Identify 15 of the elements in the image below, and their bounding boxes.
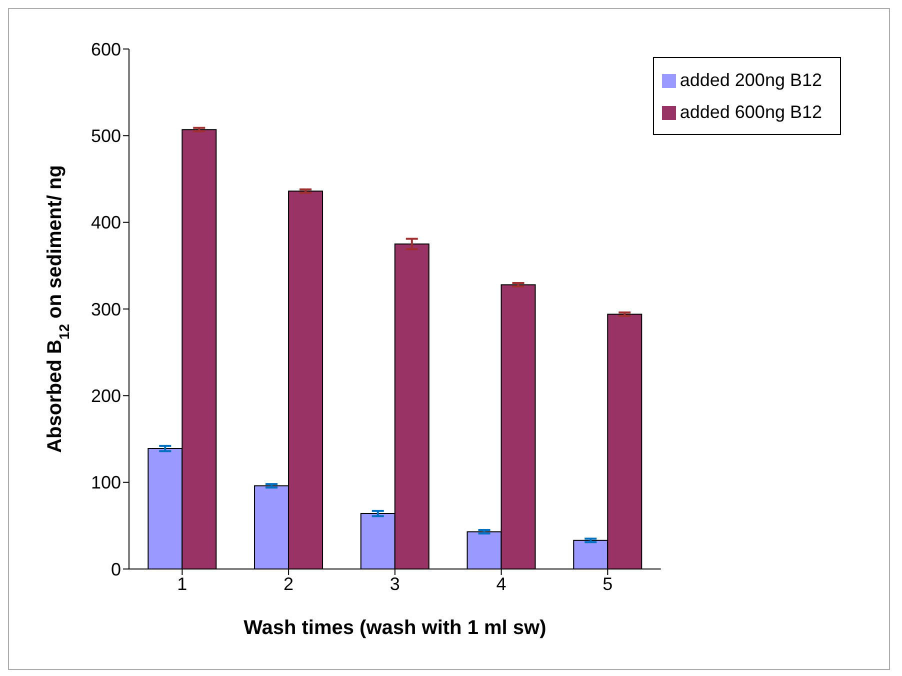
legend-label: added 200ng B12 <box>680 70 822 90</box>
y-tick-label: 0 <box>110 559 121 580</box>
y-tick-label: 200 <box>90 386 121 406</box>
y-tick-label: 500 <box>90 126 121 146</box>
x-tick-label: 2 <box>284 574 294 594</box>
y-tick-label: 400 <box>90 212 121 233</box>
x-tick-label: 3 <box>390 574 400 594</box>
y-tick-label: 600 <box>90 39 121 60</box>
x-axis-title: Wash times (wash with 1 ml sw) <box>244 617 546 639</box>
x-tick-label: 1 <box>177 574 188 594</box>
x-tick-label: 5 <box>602 574 613 594</box>
y-tick-label: 300 <box>90 299 121 320</box>
y-tick-label: 100 <box>90 472 121 493</box>
legend-label: added 600ng B12 <box>680 102 822 122</box>
x-tick-label: 4 <box>496 574 506 594</box>
